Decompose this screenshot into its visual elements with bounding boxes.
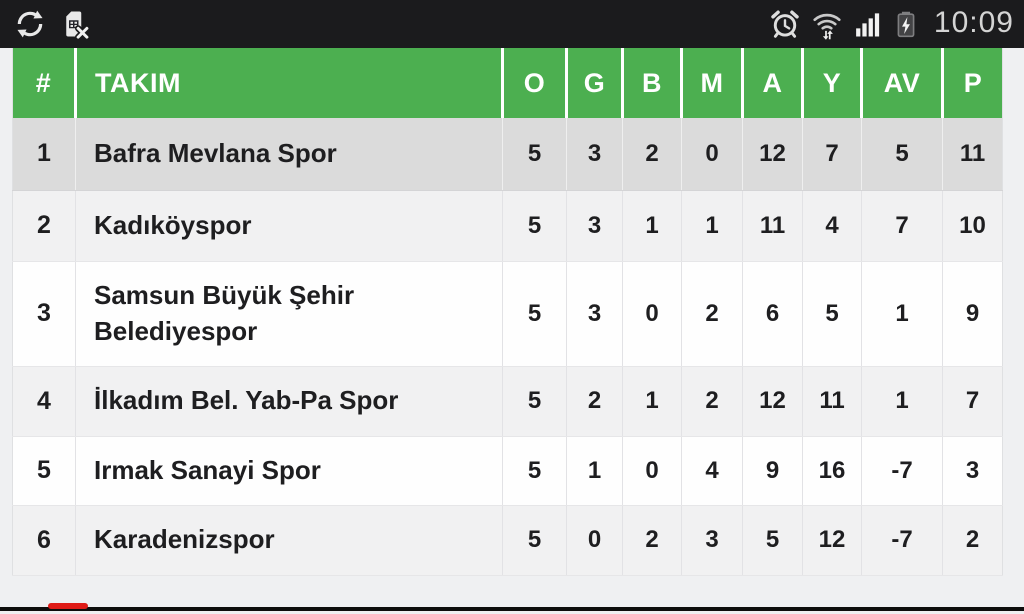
- no-sim-icon: [66, 11, 90, 40]
- table-row-1[interactable]: 1 Bafra Mevlana Spor 5 3 2 0 12 7 5 11: [12, 118, 1003, 191]
- stat-cell-m: 2: [681, 366, 743, 437]
- column-header-rank: #: [12, 48, 77, 118]
- stat-cell-o: 5: [502, 190, 567, 262]
- signal-strength-icon: [856, 13, 880, 37]
- team-name: Irmak Sanayi Spor: [75, 436, 503, 506]
- team-name: Kadıköyspor: [75, 190, 503, 262]
- stat-cell-m: 1: [681, 190, 743, 262]
- status-time: 10:09: [933, 6, 1014, 39]
- status-bar: 10:09: [0, 0, 1024, 48]
- alarm-icon: [771, 10, 799, 38]
- stat-cell-o: 5: [502, 505, 567, 576]
- stat-cell-b: 1: [622, 190, 682, 262]
- rank-cell: 4: [12, 366, 76, 437]
- table-row-4[interactable]: 4 İlkadım Bel. Yab-Pa Spor 5 2 1 2 12 11 1 7: [12, 366, 1003, 437]
- column-header-g: G: [566, 48, 624, 118]
- stat-cell-g: 3: [566, 118, 623, 191]
- rank-cell: 5: [12, 436, 76, 506]
- stat-cell-g: 3: [566, 190, 623, 262]
- stat-cell-o: 5: [502, 366, 567, 437]
- stat-cell-av: -7: [861, 505, 943, 576]
- column-header-p: P: [942, 48, 1003, 118]
- stat-cell-y: 16: [802, 436, 862, 506]
- stat-cell-m: 4: [681, 436, 743, 506]
- stat-cell-av: 5: [861, 118, 943, 191]
- stat-cell-a: 12: [742, 366, 803, 437]
- stat-cell-m: 0: [681, 118, 743, 191]
- stat-cell-a: 5: [742, 505, 803, 576]
- stat-cell-p: 2: [942, 505, 1003, 576]
- stat-cell-a: 9: [742, 436, 803, 506]
- status-bar-right: 10:09: [769, 8, 1014, 40]
- table-header-row: # TAKIM O G B M A Y AV P: [12, 48, 1003, 118]
- stat-cell-y: 12: [802, 505, 862, 576]
- stat-cell-y: 11: [802, 366, 862, 437]
- scroll-progress-indicator: [48, 603, 88, 609]
- stat-cell-y: 4: [802, 190, 862, 262]
- stat-cell-p: 10: [942, 190, 1003, 262]
- stat-cell-g: 1: [566, 436, 623, 506]
- stat-cell-y: 5: [802, 261, 862, 367]
- stat-cell-p: 9: [942, 261, 1003, 367]
- stat-cell-b: 2: [622, 505, 682, 576]
- standings-table: # TAKIM O G B M A Y AV P 1 Bafra Mevlana Spor 5 3 2 0 1…: [12, 48, 1003, 576]
- rank-cell: 3: [12, 261, 76, 367]
- stat-cell-b: 1: [622, 366, 682, 437]
- table-row-5[interactable]: 5 Irmak Sanayi Spor 5 1 0 4 9 16 -7 3: [12, 436, 1003, 506]
- stat-cell-a: 11: [742, 190, 803, 262]
- stat-cell-o: 5: [502, 261, 567, 367]
- stat-cell-p: 3: [942, 436, 1003, 506]
- team-name: İlkadım Bel. Yab-Pa Spor: [75, 366, 503, 437]
- stat-cell-p: 7: [942, 366, 1003, 437]
- table-row-6[interactable]: 6 Karadenizspor 5 0 2 3 5 12 -7 2: [12, 505, 1003, 576]
- stat-cell-av: 7: [861, 190, 943, 262]
- stat-cell-b: 0: [622, 436, 682, 506]
- stat-cell-m: 3: [681, 505, 743, 576]
- team-name: Karadenizspor: [75, 505, 503, 576]
- stat-cell-o: 5: [502, 118, 567, 191]
- table-row-3[interactable]: 3 Samsun Büyük Şehir Belediyespor 5 3 0 2 6 5 1 9: [12, 261, 1003, 367]
- stat-cell-b: 0: [622, 261, 682, 367]
- stat-cell-av: 1: [861, 261, 943, 367]
- stat-cell-a: 12: [742, 118, 803, 191]
- sync-icon: [17, 10, 43, 38]
- stat-cell-g: 0: [566, 505, 623, 576]
- rank-cell: 6: [12, 505, 76, 576]
- team-name: Samsun Büyük Şehir Belediyespor: [75, 261, 503, 367]
- column-header-b: B: [622, 48, 683, 118]
- rank-cell: 2: [12, 190, 76, 262]
- stat-cell-m: 2: [681, 261, 743, 367]
- stat-cell-o: 5: [502, 436, 567, 506]
- column-header-team: TAKIM: [75, 48, 504, 118]
- stat-cell-av: -7: [861, 436, 943, 506]
- stat-cell-av: 1: [861, 366, 943, 437]
- status-bar-left: [14, 8, 90, 40]
- column-header-o: O: [502, 48, 568, 118]
- stat-cell-p: 11: [942, 118, 1003, 191]
- column-header-av: AV: [861, 48, 944, 118]
- table-row-2[interactable]: 2 Kadıköyspor 5 3 1 1 11 4 7 10: [12, 190, 1003, 262]
- column-header-a: A: [742, 48, 804, 118]
- column-header-y: Y: [802, 48, 863, 118]
- rank-cell: 1: [12, 118, 76, 191]
- stat-cell-a: 6: [742, 261, 803, 367]
- stat-cell-b: 2: [622, 118, 682, 191]
- team-name: Bafra Mevlana Spor: [75, 118, 503, 191]
- bottom-divider: [0, 607, 1024, 611]
- stat-cell-g: 2: [566, 366, 623, 437]
- column-header-m: M: [681, 48, 744, 118]
- battery-charging-icon: [897, 11, 915, 38]
- stat-cell-g: 3: [566, 261, 623, 367]
- wifi-icon: [813, 13, 841, 40]
- stat-cell-y: 7: [802, 118, 862, 191]
